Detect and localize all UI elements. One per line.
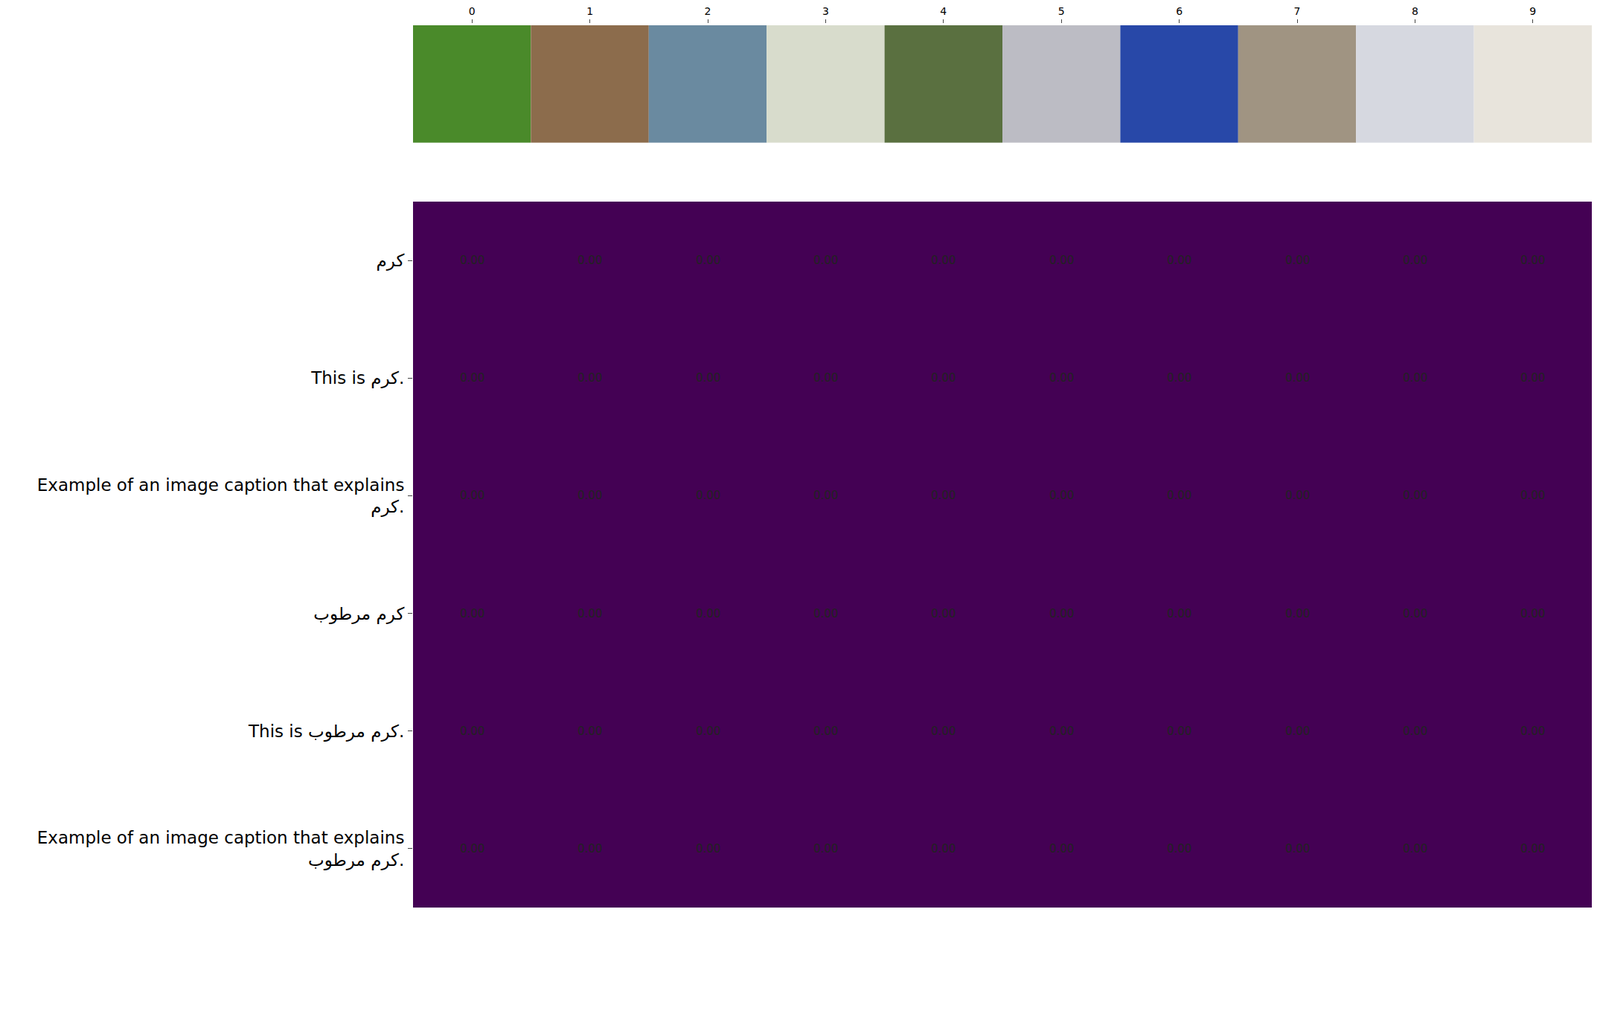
svg-text:0.00: 0.00 — [1520, 842, 1545, 856]
svg-text:0.00: 0.00 — [1402, 724, 1428, 739]
svg-text:0.00: 0.00 — [577, 253, 603, 268]
svg-text:9: 9 — [1529, 5, 1536, 18]
svg-text:0.00: 0.00 — [1285, 371, 1310, 385]
svg-text:4: 4 — [939, 5, 947, 18]
svg-text:0.00: 0.00 — [1402, 371, 1428, 385]
svg-text:0.00: 0.00 — [930, 371, 956, 385]
svg-text:0.00: 0.00 — [1402, 842, 1428, 856]
svg-text:کرم مرطوب: کرم مرطوب — [313, 604, 405, 625]
svg-text:This is کرم.: This is کرم. — [310, 368, 405, 389]
svg-text:0.00: 0.00 — [1166, 253, 1192, 268]
svg-text:Example of an image caption th: Example of an image caption that explain… — [37, 475, 405, 518]
svg-text:0.00: 0.00 — [1166, 488, 1192, 503]
svg-text:0.00: 0.00 — [813, 842, 838, 856]
svg-text:0.00: 0.00 — [1166, 724, 1192, 739]
svg-text:0.00: 0.00 — [1166, 607, 1192, 621]
svg-text:2: 2 — [704, 5, 712, 18]
svg-text:0.00: 0.00 — [930, 607, 956, 621]
svg-text:0.00: 0.00 — [1049, 724, 1074, 739]
svg-text:0.00: 0.00 — [1049, 253, 1074, 268]
svg-text:0.00: 0.00 — [1285, 842, 1310, 856]
svg-text:0.00: 0.00 — [1402, 607, 1428, 621]
svg-text:0.00: 0.00 — [1166, 371, 1192, 385]
svg-text:0.00: 0.00 — [1520, 488, 1545, 503]
svg-text:0.00: 0.00 — [1285, 607, 1310, 621]
svg-text:1: 1 — [586, 5, 594, 18]
svg-text:This is کرم مرطوب.: This is کرم مرطوب. — [247, 721, 405, 742]
svg-text:0.00: 0.00 — [459, 371, 485, 385]
svg-text:0.00: 0.00 — [695, 371, 721, 385]
svg-text:0.00: 0.00 — [459, 607, 485, 621]
svg-text:0.00: 0.00 — [1049, 488, 1074, 503]
svg-text:0.00: 0.00 — [813, 607, 838, 621]
svg-text:0.00: 0.00 — [1285, 724, 1310, 739]
svg-text:0.00: 0.00 — [1402, 488, 1428, 503]
svg-text:0.00: 0.00 — [1520, 607, 1545, 621]
svg-text:0.00: 0.00 — [1285, 488, 1310, 503]
svg-text:0.00: 0.00 — [459, 488, 485, 503]
svg-text:0.00: 0.00 — [930, 724, 956, 739]
svg-text:0.00: 0.00 — [577, 488, 603, 503]
svg-text:0.00: 0.00 — [577, 724, 603, 739]
svg-text:0.00: 0.00 — [695, 488, 721, 503]
svg-text:0.00: 0.00 — [1049, 842, 1074, 856]
svg-text:0.00: 0.00 — [813, 371, 838, 385]
svg-text:Example of an image caption th: Example of an image caption that explain… — [37, 828, 405, 871]
svg-text:0: 0 — [468, 5, 476, 18]
svg-text:0.00: 0.00 — [930, 488, 956, 503]
svg-text:0.00: 0.00 — [1520, 253, 1545, 268]
svg-text:0.00: 0.00 — [577, 607, 603, 621]
svg-text:0.00: 0.00 — [577, 842, 603, 856]
svg-text:0.00: 0.00 — [577, 371, 603, 385]
svg-text:0.00: 0.00 — [1166, 842, 1192, 856]
svg-text:0.00: 0.00 — [1520, 724, 1545, 739]
svg-text:0.00: 0.00 — [695, 842, 721, 856]
svg-text:0.00: 0.00 — [930, 253, 956, 268]
svg-text:0.00: 0.00 — [930, 842, 956, 856]
svg-text:8: 8 — [1411, 5, 1419, 18]
svg-text:کرم: کرم — [376, 250, 405, 271]
svg-text:5: 5 — [1058, 5, 1065, 18]
svg-text:0.00: 0.00 — [459, 253, 485, 268]
svg-text:0.00: 0.00 — [1402, 253, 1428, 268]
svg-text:0.00: 0.00 — [459, 842, 485, 856]
svg-text:0.00: 0.00 — [813, 724, 838, 739]
svg-text:0.00: 0.00 — [695, 253, 721, 268]
svg-text:0.00: 0.00 — [1049, 371, 1074, 385]
svg-text:0.00: 0.00 — [813, 253, 838, 268]
svg-text:0.00: 0.00 — [1520, 371, 1545, 385]
svg-text:0.00: 0.00 — [1049, 607, 1074, 621]
svg-text:0.00: 0.00 — [813, 488, 838, 503]
svg-text:0.00: 0.00 — [459, 724, 485, 739]
svg-text:3: 3 — [822, 5, 830, 18]
svg-text:0.00: 0.00 — [695, 607, 721, 621]
svg-text:7: 7 — [1294, 5, 1301, 18]
svg-text:6: 6 — [1175, 5, 1183, 18]
svg-text:0.00: 0.00 — [695, 724, 721, 739]
svg-text:0.00: 0.00 — [1285, 253, 1310, 268]
